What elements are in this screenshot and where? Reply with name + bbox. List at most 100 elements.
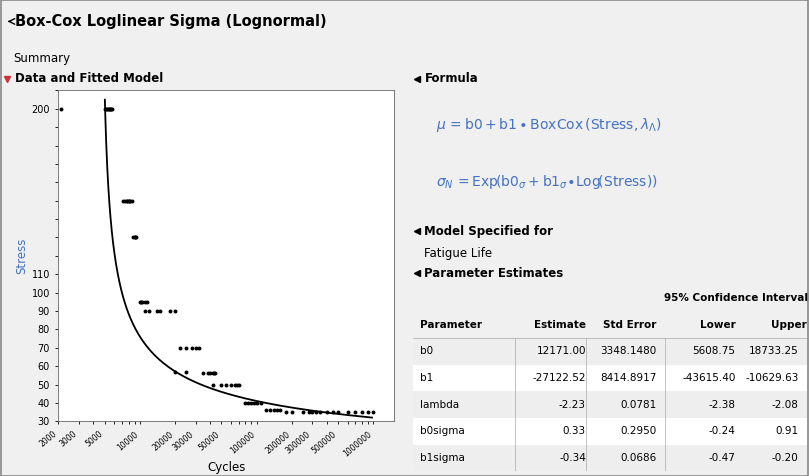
Point bbox=[264, 407, 277, 414]
Point bbox=[123, 197, 136, 205]
Text: b1: b1 bbox=[421, 373, 434, 383]
Text: -27122.52: -27122.52 bbox=[532, 373, 586, 383]
Point bbox=[332, 408, 345, 416]
Point bbox=[207, 370, 220, 377]
Point bbox=[248, 399, 260, 407]
Point bbox=[100, 105, 112, 113]
Point bbox=[297, 408, 310, 416]
Point bbox=[197, 370, 210, 377]
Point bbox=[280, 408, 293, 416]
Point bbox=[271, 407, 284, 414]
Point bbox=[121, 197, 133, 205]
Point bbox=[206, 381, 219, 388]
Point bbox=[104, 105, 117, 113]
Text: Data and Fitted Model: Data and Fitted Model bbox=[15, 72, 163, 85]
Point bbox=[228, 381, 241, 388]
Text: 8414.8917: 8414.8917 bbox=[600, 373, 657, 383]
Text: 0.0781: 0.0781 bbox=[621, 399, 657, 410]
Text: 0.2950: 0.2950 bbox=[621, 426, 657, 436]
Text: 5608.75: 5608.75 bbox=[693, 346, 735, 357]
Point bbox=[309, 408, 322, 416]
Point bbox=[54, 105, 67, 113]
Point bbox=[134, 298, 147, 306]
Text: Box-Cox Loglinear Sigma (Lognormal): Box-Cox Loglinear Sigma (Lognormal) bbox=[15, 14, 326, 29]
Point bbox=[180, 368, 193, 376]
Point bbox=[206, 370, 219, 377]
Text: Parameter Estimates: Parameter Estimates bbox=[425, 267, 564, 280]
Point bbox=[255, 399, 268, 407]
Text: 18733.25: 18733.25 bbox=[749, 346, 798, 357]
Point bbox=[209, 370, 222, 377]
FancyBboxPatch shape bbox=[413, 418, 807, 445]
Y-axis label: Stress: Stress bbox=[15, 238, 28, 274]
Point bbox=[327, 408, 340, 416]
Point bbox=[267, 407, 280, 414]
FancyBboxPatch shape bbox=[413, 338, 807, 365]
Point bbox=[189, 344, 202, 352]
Point bbox=[201, 370, 214, 377]
Point bbox=[367, 408, 380, 416]
Text: b1sigma: b1sigma bbox=[421, 453, 465, 463]
Point bbox=[102, 105, 115, 113]
Point bbox=[180, 344, 193, 352]
Point bbox=[129, 234, 142, 241]
Point bbox=[224, 381, 237, 388]
Point bbox=[220, 381, 233, 388]
Point bbox=[303, 408, 316, 416]
Text: Model Specified for: Model Specified for bbox=[425, 225, 553, 238]
Text: lambda: lambda bbox=[421, 399, 460, 410]
Point bbox=[138, 307, 151, 315]
Point bbox=[185, 344, 198, 352]
Point bbox=[193, 344, 205, 352]
Text: -43615.40: -43615.40 bbox=[682, 373, 735, 383]
Point bbox=[122, 197, 135, 205]
Point bbox=[136, 298, 149, 306]
Point bbox=[349, 408, 362, 416]
Point bbox=[138, 298, 151, 306]
Point bbox=[260, 407, 273, 414]
Point bbox=[232, 381, 245, 388]
Text: b0sigma: b0sigma bbox=[421, 426, 465, 436]
Point bbox=[142, 307, 155, 315]
Point bbox=[274, 407, 287, 414]
Point bbox=[105, 105, 118, 113]
Point bbox=[101, 105, 114, 113]
Point bbox=[123, 197, 136, 205]
Point bbox=[106, 105, 119, 113]
Point bbox=[133, 298, 146, 306]
Point bbox=[231, 381, 244, 388]
Point bbox=[129, 234, 142, 241]
Text: -0.47: -0.47 bbox=[709, 453, 735, 463]
Point bbox=[245, 399, 258, 407]
Point bbox=[127, 234, 140, 241]
FancyBboxPatch shape bbox=[413, 365, 807, 391]
FancyBboxPatch shape bbox=[413, 391, 807, 418]
Point bbox=[168, 307, 181, 315]
Text: -0.34: -0.34 bbox=[559, 453, 586, 463]
Text: Parameter: Parameter bbox=[421, 319, 482, 330]
Text: -10629.63: -10629.63 bbox=[745, 373, 798, 383]
Text: $\mu\,=\mathrm{b0}+\mathrm{b1}\,{\bullet}\,\mathrm{BoxCox}\,\left(\mathrm{Stress: $\mu\,=\mathrm{b0}+\mathrm{b1}\,{\bullet… bbox=[436, 116, 662, 134]
Point bbox=[119, 197, 132, 205]
Point bbox=[362, 408, 375, 416]
Point bbox=[250, 399, 263, 407]
Text: Estimate: Estimate bbox=[534, 319, 586, 330]
Text: -2.08: -2.08 bbox=[772, 399, 798, 410]
Point bbox=[100, 105, 113, 113]
Point bbox=[314, 408, 327, 416]
Point bbox=[128, 234, 141, 241]
Text: -0.24: -0.24 bbox=[709, 426, 735, 436]
Text: 12171.00: 12171.00 bbox=[536, 346, 586, 357]
Point bbox=[204, 370, 217, 377]
Text: b0: b0 bbox=[421, 346, 434, 357]
Text: Upper: Upper bbox=[771, 319, 807, 330]
Point bbox=[103, 105, 116, 113]
Text: -2.38: -2.38 bbox=[709, 399, 735, 410]
Text: -2.23: -2.23 bbox=[559, 399, 586, 410]
Text: -0.20: -0.20 bbox=[772, 453, 798, 463]
Point bbox=[141, 298, 154, 306]
Point bbox=[239, 399, 252, 407]
Text: 0.33: 0.33 bbox=[563, 426, 586, 436]
Text: $\sigma_N\,=\mathrm{Exp}\!\left(\mathrm{b0}_\sigma+\mathrm{b1}_\sigma{\bullet}\m: $\sigma_N\,=\mathrm{Exp}\!\left(\mathrm{… bbox=[436, 173, 658, 191]
Text: Std Error: Std Error bbox=[604, 319, 657, 330]
